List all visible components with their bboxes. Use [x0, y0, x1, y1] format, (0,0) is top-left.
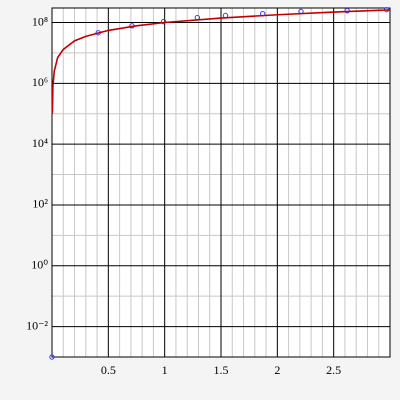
plot-frame: [51, 7, 391, 358]
data-point: [160, 18, 167, 25]
x-tick-label: 1.5: [214, 363, 229, 377]
fit-line: [51, 9, 391, 114]
y-tick-label: 10⁸: [32, 14, 48, 28]
y-tick-label: 10²: [32, 197, 48, 211]
y-tick-label: 10⁶: [32, 75, 48, 89]
x-tick-label: 2.5: [326, 363, 341, 377]
x-tick-label: 0.5: [101, 363, 116, 377]
y-tick-label: 10⁰: [31, 258, 48, 272]
x-tick-label: 2: [274, 363, 280, 377]
data-point: [344, 7, 350, 14]
y-tick-label: 10⁴: [32, 136, 48, 150]
x-tick-label: 1: [162, 363, 168, 377]
data-point: [49, 354, 55, 360]
y-tick-label: 10⁻²: [26, 318, 48, 332]
